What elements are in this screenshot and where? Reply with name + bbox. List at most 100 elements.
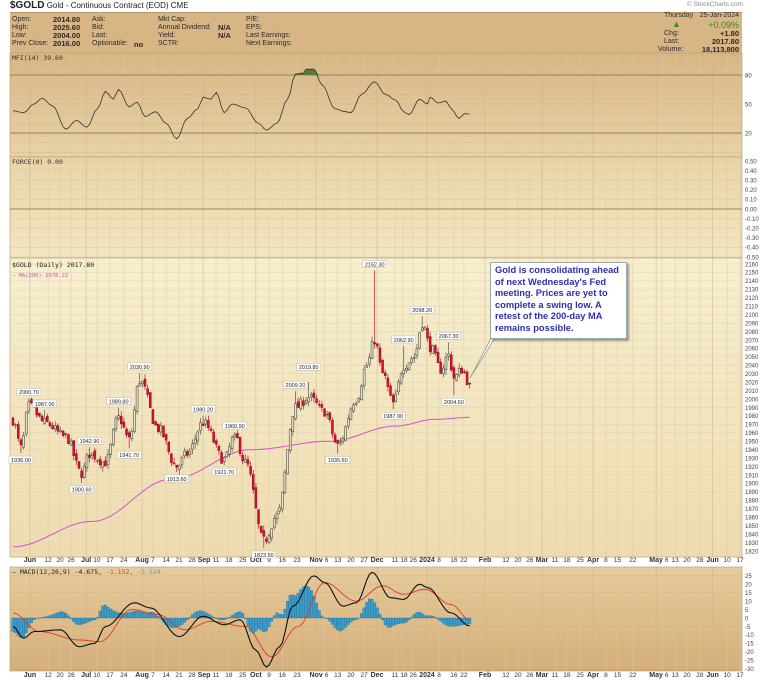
candle-down (46, 416, 49, 422)
candle-up (339, 441, 342, 444)
macd-histogram-bar (217, 617, 221, 620)
x-axis-label: 18 (563, 557, 571, 564)
macd-legend-macd-value: -4.675, (75, 568, 106, 576)
price-axis-label: 1860 (745, 516, 759, 522)
macd-histogram-bar (228, 617, 231, 619)
x-axis-label: 17 (736, 672, 744, 679)
candle-up (447, 353, 450, 357)
candle-up (418, 332, 421, 349)
open-value: 2014.80 (53, 15, 81, 24)
macd-axis-label: -30 (745, 667, 754, 673)
x-axis-label: 18 (400, 557, 408, 564)
ma200-legend: — MA(200) 1978.22 (12, 273, 68, 279)
low-value: 2004.00 (53, 31, 81, 40)
x-axis-label: 21 (175, 557, 183, 564)
macd-histogram-bar (156, 616, 160, 619)
candle-down (426, 328, 429, 339)
macd-histogram-bar (257, 617, 260, 630)
x-axis-label: 20 (514, 672, 522, 679)
x-axis-label: 26 (410, 557, 418, 564)
x-axis-label: Jun (24, 557, 36, 564)
x-axis-label: Apr (587, 557, 599, 564)
x-axis-label: Feb (479, 557, 491, 564)
macd-histogram-bar (455, 617, 458, 627)
price-axis-label: 1990 (745, 406, 759, 412)
force-axis-label: -0.40 (745, 246, 759, 252)
candle-up (225, 451, 229, 458)
candle-up (357, 397, 361, 402)
candle-up (362, 368, 366, 386)
candle-down (246, 459, 250, 465)
x-axis-label: Oct (250, 557, 262, 564)
prev-close-value: 2016.00 (53, 39, 81, 48)
price-axis-label: 2070 (745, 338, 759, 344)
macd-histogram-bar (331, 617, 334, 625)
candle-up (402, 369, 405, 374)
price-label: 1980.20 (193, 408, 213, 414)
macd-histogram-bar (280, 614, 284, 619)
candle-down (162, 425, 165, 438)
price-label: 1941.70 (119, 453, 139, 459)
force-axis-label: 0.30 (745, 179, 757, 185)
x-axis-label: Mar (536, 672, 549, 679)
chg-label: Chg: (664, 30, 679, 37)
candle-up (114, 417, 118, 430)
x-axis-label: 11 (392, 557, 399, 564)
macd-histogram-bar (69, 617, 73, 620)
x-axis-label: Dec (371, 672, 384, 679)
x-axis-label: May (649, 557, 663, 564)
price-axis-label: 1830 (745, 541, 759, 547)
candle-down (383, 372, 387, 376)
high-value: 2025.60 (53, 23, 81, 32)
candle-down (328, 412, 332, 420)
candle-down (465, 371, 469, 386)
candle-down (170, 453, 173, 463)
macd-histogram-bar (85, 617, 89, 623)
price-axis-label: 2020 (745, 380, 759, 386)
candle-down (236, 433, 239, 439)
optionable-value: no (134, 40, 144, 49)
stockcharts-credit[interactable]: © StockCharts.com (686, 1, 743, 8)
force-axis-label: -0.30 (745, 236, 759, 242)
candle-up (230, 436, 234, 449)
macd-histogram-bar (125, 613, 128, 619)
x-axis-label: 16 (279, 672, 287, 679)
candle-down (449, 354, 453, 371)
macd-histogram-bar (412, 614, 416, 619)
candle-up (228, 446, 231, 455)
candle-up (288, 429, 292, 451)
price-legend: $GOLD (Daily) 2017.80 (12, 261, 94, 269)
candle-up (275, 513, 279, 520)
mkt-cap-label: Mkt Cap: (158, 16, 187, 23)
prev-close-label: Prev Close: (12, 40, 49, 47)
candle-up (101, 461, 105, 468)
price-label: 1900.60 (72, 488, 92, 494)
candle-up (138, 383, 141, 386)
candle-up (281, 491, 284, 510)
macd-histogram-bar (243, 617, 247, 619)
macd-histogram-bar (172, 617, 176, 628)
macd-histogram-bar (439, 617, 443, 622)
candle-down (302, 400, 305, 406)
macd-histogram-bar (80, 617, 84, 625)
price-label-box (436, 332, 461, 340)
macd-histogram-bar (254, 617, 258, 632)
macd-axis-label: 25 (745, 574, 752, 580)
candle-up (354, 402, 358, 405)
candle-down (64, 433, 68, 435)
macd-histogram-bar (294, 595, 297, 619)
price-label-box (16, 388, 42, 396)
price-axis-label: 2150 (745, 271, 759, 277)
price-label-box (296, 363, 321, 371)
candle-down (77, 461, 81, 469)
candle-up (193, 438, 197, 445)
x-axis-label: 10 (93, 672, 101, 679)
candle-up (22, 435, 25, 448)
price-axis-label: 2080 (745, 330, 759, 336)
price-axis-label: 2050 (745, 355, 759, 361)
x-axis-label: 18 (563, 672, 571, 679)
candle-up (352, 404, 355, 412)
force-axis-label: 0.20 (745, 188, 757, 194)
macd-histogram-bar (283, 608, 287, 619)
